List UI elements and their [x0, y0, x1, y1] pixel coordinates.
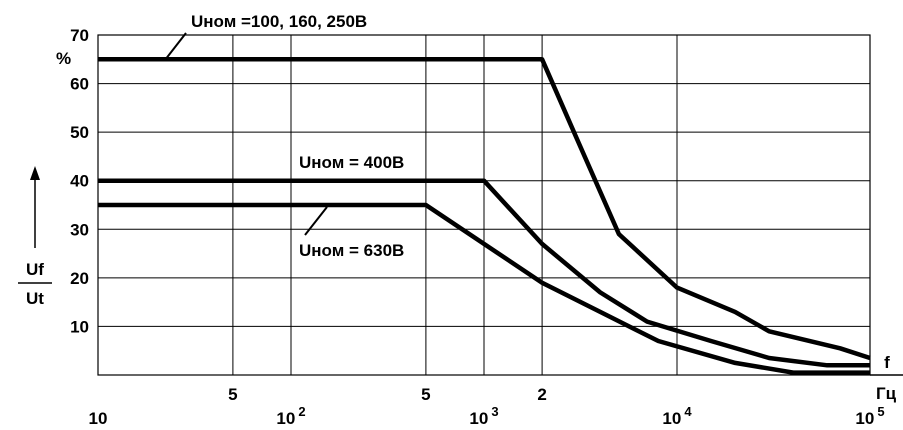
series-line-2 — [98, 178, 870, 368]
x-tick-label-10: 10 — [89, 409, 108, 428]
series-label-2: Uном = 400В — [299, 153, 404, 172]
x-tick-label-100: 10 2 — [276, 404, 305, 428]
leader-line-series-1 — [164, 32, 187, 61]
y-label-denominator: Ut — [26, 289, 44, 308]
y-tick-label-20: 20 — [70, 269, 89, 288]
y-axis-arrow-head — [30, 166, 40, 180]
series-label-3: Uном = 630В — [299, 241, 404, 260]
series-line-3 — [98, 202, 870, 375]
x-tick-label-1000: 10 3 — [469, 404, 498, 428]
y-tick-label-50: 50 — [70, 123, 89, 142]
series-line-1 — [98, 57, 871, 361]
x-label-denominator: Гц — [876, 384, 897, 403]
x-tick-label-100000: 10 5 — [855, 404, 884, 428]
x-tick-label-minor-500: 5 — [421, 385, 430, 404]
y-label-numerator: Uf — [26, 260, 44, 279]
y-tick-label-30: 30 — [70, 220, 89, 239]
leader-line-series-3 — [304, 206, 328, 236]
y-tick-label-70: 70 — [70, 26, 89, 45]
series-label-1: Uном =100, 160, 250В — [191, 12, 367, 31]
x-tick-label-10000: 10 4 — [662, 404, 692, 428]
y-tick-label-60: 60 — [70, 75, 89, 94]
y-tick-label-40: 40 — [70, 172, 89, 191]
y-tick-label-10: 10 — [70, 317, 89, 336]
series-group — [98, 57, 871, 375]
x-tick-label-minor-2000: 2 — [537, 385, 546, 404]
x-label-numerator: f — [884, 353, 890, 372]
x-tick-label-minor-50: 5 — [228, 385, 237, 404]
y-unit-label: % — [56, 49, 71, 68]
